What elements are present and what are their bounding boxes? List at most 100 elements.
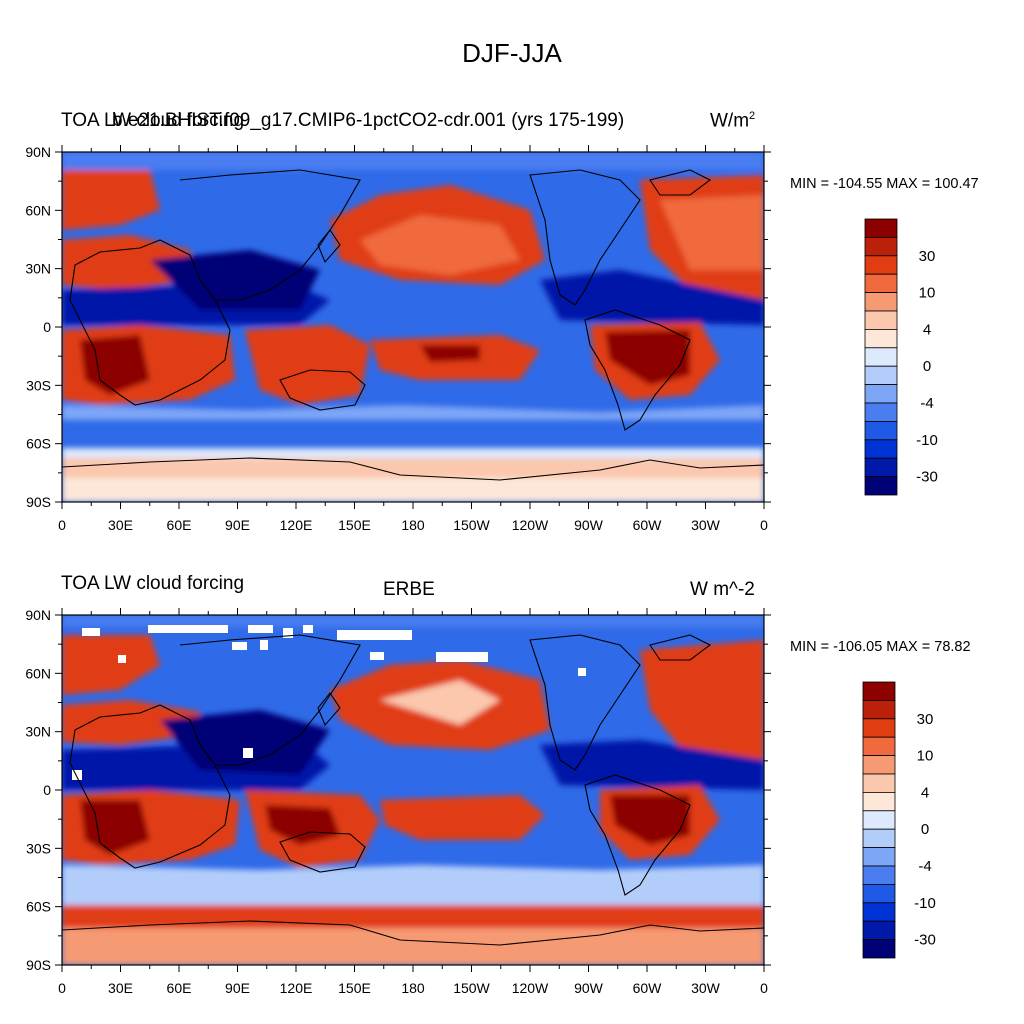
panel1-minmax: MIN = -104.55 MAX = 100.47	[790, 176, 979, 192]
lon-tick-label: 0	[58, 980, 66, 996]
colorbar-label: 30	[919, 248, 936, 265]
axis-ticks	[55, 145, 771, 972]
map-panel-2	[62, 615, 764, 965]
colorbar-swatch	[862, 920, 896, 941]
colorbar-swatch	[862, 865, 896, 885]
lat-tick-label: 90S	[26, 494, 51, 510]
map-panel-1	[62, 152, 764, 502]
lat-tick-label: 0	[43, 782, 51, 798]
lon-tick-label: 30W	[691, 517, 721, 533]
colorbar-1: 30 10 4 0 -4 -10 -30	[864, 218, 938, 496]
lat-tick-label: 90N	[25, 607, 51, 623]
colorbar-2: 30 10 4 0 -4 -10 -30	[862, 681, 936, 959]
lon-tick-label: 150W	[453, 517, 490, 533]
colorbar-label: 4	[921, 784, 929, 801]
colorbar-swatch	[864, 402, 898, 422]
colorbar-swatch	[862, 718, 896, 738]
colorbar-swatch	[864, 439, 898, 459]
lon-tick-label: 0	[760, 517, 768, 533]
colorbar-swatch	[864, 457, 898, 478]
lon-tick-label: 180	[401, 517, 425, 533]
colorbar-swatch	[864, 476, 898, 496]
colorbar-swatch	[862, 700, 896, 720]
colorbar-label: -30	[916, 469, 938, 486]
lat-tick-label: 60S	[26, 899, 51, 915]
panel1-case-title: b.e21.BHIST.f09_g17.CMIP6-1pctCO2-cdr.00…	[112, 110, 625, 131]
colorbar-label: 10	[917, 748, 934, 765]
lon-tick-label: 90W	[574, 517, 604, 533]
lat-tick-label: 90N	[25, 144, 51, 160]
lat-tick-label: 60N	[25, 202, 51, 218]
colorbar-swatch	[862, 828, 896, 849]
field-regions-2	[62, 615, 764, 965]
missing-data-patches	[72, 625, 586, 780]
colorbar-swatch	[862, 902, 896, 922]
lon-tick-label: 120E	[280, 517, 313, 533]
colorbar-label: 0	[923, 358, 931, 375]
main-title: DJF-JJA	[462, 38, 562, 68]
lon-tick-label: 60W	[633, 980, 663, 996]
field-regions-1	[62, 152, 764, 502]
colorbar-label: -10	[916, 432, 938, 449]
lon-tick-label: 150E	[338, 980, 371, 996]
colorbar-label: -4	[918, 858, 931, 875]
colorbar-swatch	[864, 365, 898, 386]
colorbar-swatch	[864, 384, 898, 404]
panel1-units: W/m2	[710, 110, 755, 132]
lon-tick-label: 30E	[108, 517, 133, 533]
lon-tick-label: 120W	[512, 517, 549, 533]
colorbar-swatch	[864, 420, 898, 441]
lon-tick-label: 120E	[280, 980, 313, 996]
lon-tick-label: 60E	[167, 517, 192, 533]
lon-tick-label: 150W	[453, 980, 490, 996]
colorbar-swatch	[862, 939, 896, 959]
lon-tick-label: 30E	[108, 980, 133, 996]
colorbar-swatch	[862, 681, 896, 701]
lat-tick-label: 60S	[26, 436, 51, 452]
lat-tick-label: 30S	[26, 840, 51, 856]
colorbar-swatch	[864, 328, 898, 349]
lon-tick-label: 30W	[691, 980, 721, 996]
colorbar-swatch	[862, 884, 896, 904]
panel1-left-title: TOA LW cloud forcing	[61, 110, 245, 131]
lat-tick-label: 30N	[25, 724, 51, 740]
panel1-units-base: W/m	[710, 110, 750, 132]
panel2-left-title: TOA LW cloud forcing	[61, 573, 245, 594]
colorbar-swatch	[864, 292, 898, 312]
lon-tick-label: 120W	[512, 980, 549, 996]
lon-tick-label: 90E	[225, 980, 250, 996]
lon-tick-label: 90E	[225, 517, 250, 533]
colorbar-swatch	[864, 236, 898, 257]
colorbar-swatch	[862, 736, 896, 757]
colorbar-label: -30	[914, 932, 936, 949]
lat-tick-label: 60N	[25, 665, 51, 681]
lat-tick-label: 0	[43, 319, 51, 335]
lon-tick-label: 0	[760, 980, 768, 996]
colorbar-swatch	[864, 347, 898, 367]
colorbar-swatch	[862, 755, 896, 775]
colorbar-swatch	[862, 810, 896, 830]
panel2-center-title: ERBE	[383, 579, 435, 600]
colorbar-label: 4	[923, 321, 931, 338]
axis-labels: 0 30E 60E 90E 120E 150E 180 150W 120W 90W 60W 30W 09…	[25, 144, 768, 996]
colorbar-swatch	[864, 310, 898, 330]
coastlines-1	[62, 169, 764, 481]
colorbar-swatch	[862, 792, 896, 812]
colorbar-label: 10	[919, 285, 936, 302]
lat-tick-label: 90S	[26, 957, 51, 973]
colorbar-swatch	[864, 255, 898, 275]
colorbar-swatch	[864, 218, 898, 238]
lon-tick-label: 60E	[167, 980, 192, 996]
colorbar-swatch	[862, 847, 896, 867]
coastlines-2	[62, 634, 764, 946]
colorbar-label: -10	[914, 895, 936, 912]
panel1-units-sup: 2	[749, 110, 756, 122]
colorbar-label: 30	[917, 711, 934, 728]
lon-tick-label: 60W	[633, 517, 663, 533]
colorbar-swatch	[862, 773, 896, 793]
lon-tick-label: 150E	[338, 517, 371, 533]
lon-tick-label: 180	[401, 980, 425, 996]
colorbar-swatch	[864, 273, 898, 294]
panel2-units: W m^-2	[690, 579, 755, 600]
